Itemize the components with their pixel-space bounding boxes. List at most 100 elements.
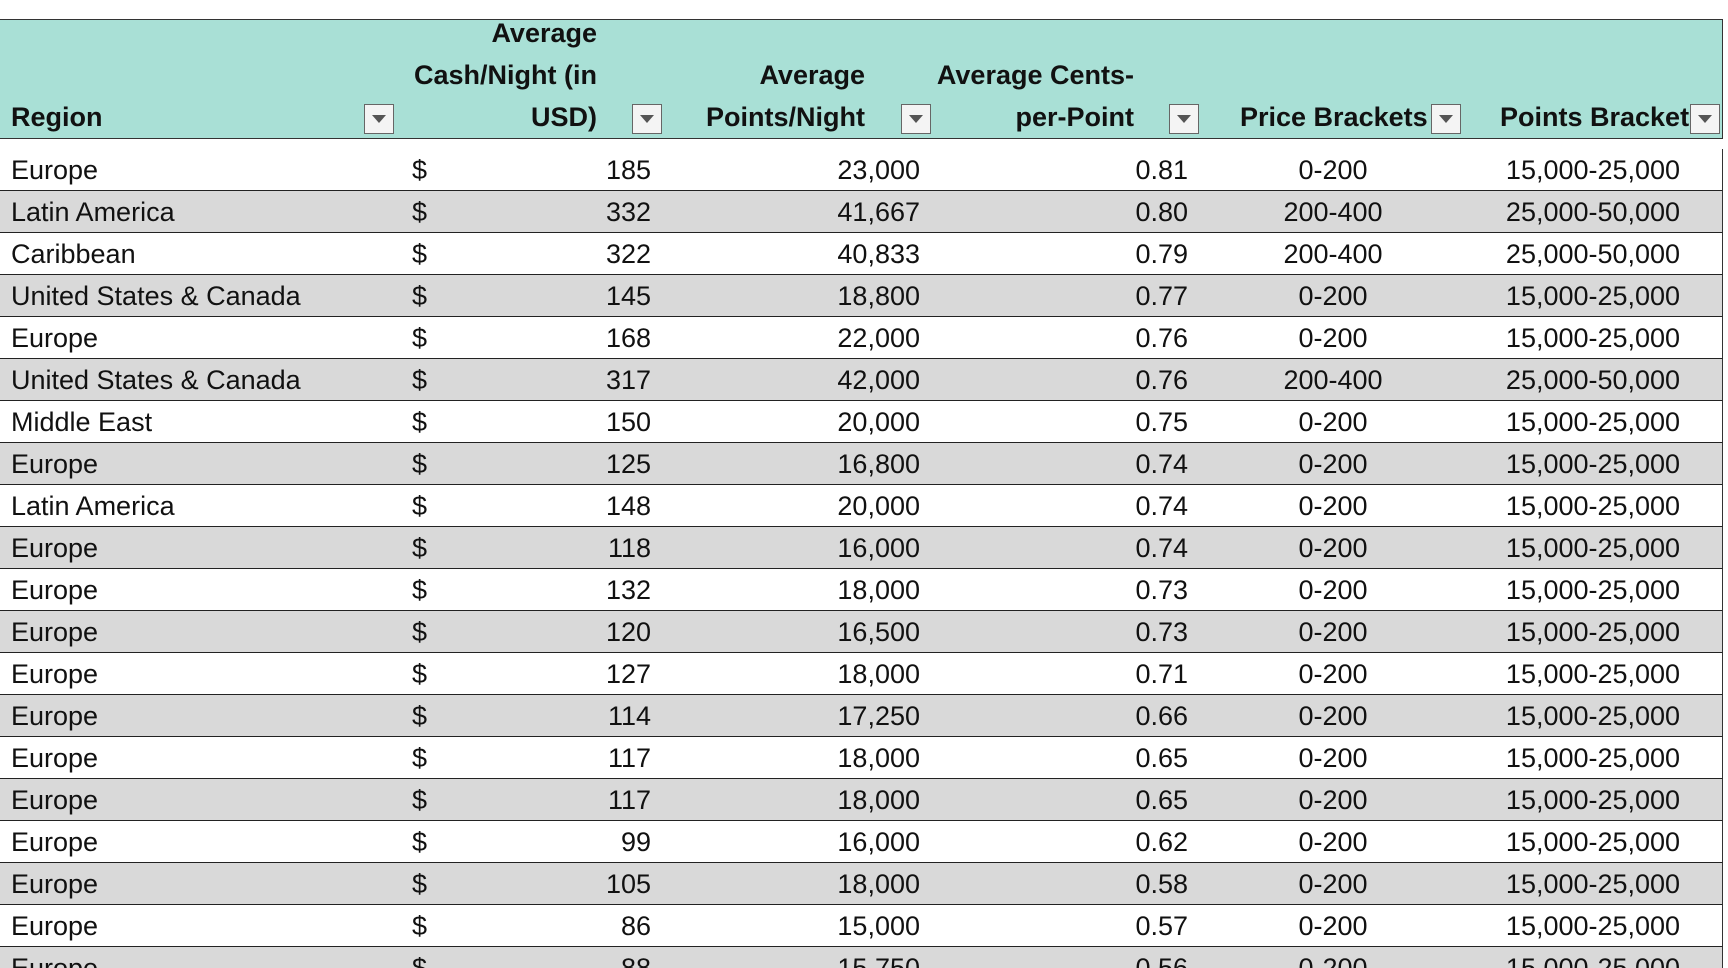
points: 16,800 [837,449,920,479]
currency: $ [412,407,428,437]
points: 18,000 [837,743,920,773]
region: Europe [11,701,99,731]
region: Europe [11,827,99,857]
points: 23,000 [837,155,920,185]
points-bracket: 15,000-25,000 [1505,449,1681,479]
points: 15,000 [837,911,920,941]
region: United States & Canada [11,365,301,395]
filter-button[interactable] [1169,104,1199,134]
price-bracket: 0-200 [1298,743,1368,773]
region: Europe [11,785,99,815]
currency: $ [412,155,428,185]
filter-button[interactable] [364,104,394,134]
table-row: Europe $120 16,500 0.73 0-200 15,000-25,000 [0,611,1723,653]
region: Europe [11,659,99,689]
currency: $ [412,197,428,227]
cash: 150 [605,407,651,437]
points-bracket: 15,000-25,000 [1505,575,1681,605]
currency: $ [412,365,428,395]
points-bracket: 15,000-25,000 [1505,491,1681,521]
points-bracket: 15,000-25,000 [1505,659,1681,689]
currency: $ [412,239,428,269]
currency: $ [412,575,428,605]
cash: 86 [620,911,651,941]
cents-per-point: 0.75 [1135,407,1188,437]
points: 22,000 [837,323,920,353]
region: Europe [11,953,99,968]
currency: $ [412,869,428,899]
cash: 118 [607,533,651,563]
points: 41,667 [837,197,920,227]
points: 18,000 [837,659,920,689]
currency: $ [412,491,428,521]
currency: $ [412,701,428,731]
currency: $ [412,281,428,311]
points-bracket: 15,000-25,000 [1505,281,1681,311]
cents-per-point: 0.73 [1135,575,1188,605]
table-row: Europe $127 18,000 0.71 0-200 15,000-25,000 [0,653,1723,695]
currency: $ [412,953,428,968]
table-row: Europe $118 16,000 0.74 0-200 15,000-25,000 [0,527,1723,569]
cash: 105 [605,869,651,899]
points: 20,000 [837,491,920,521]
currency: $ [412,743,428,773]
filter-button[interactable] [1690,104,1720,134]
cents-per-point: 0.66 [1135,701,1188,731]
points: 16,500 [837,617,920,647]
points-bracket: 15,000-25,000 [1505,155,1681,185]
price-bracket: 0-200 [1298,575,1368,605]
price-bracket: 0-200 [1298,659,1368,689]
table-row: Europe $105 18,000 0.58 0-200 15,000-25,000 [0,863,1723,905]
points-bracket: 15,000-25,000 [1505,911,1681,941]
points-bracket: 15,000-25,000 [1505,323,1681,353]
price-bracket: 0-200 [1298,491,1368,521]
region: Europe [11,323,99,353]
filter-button[interactable] [632,104,662,134]
cents-per-point: 0.73 [1135,617,1188,647]
filter-button[interactable] [1431,104,1461,134]
table-row: Europe $114 17,250 0.66 0-200 15,000-25,000 [0,695,1723,737]
region: Europe [11,575,99,605]
points-bracket: 15,000-25,000 [1505,785,1681,815]
cents-per-point: 0.81 [1135,155,1188,185]
points: 40,833 [837,239,920,269]
cents-per-point: 0.56 [1135,953,1188,968]
cents-per-point: 0.80 [1135,197,1188,227]
cash: 168 [605,323,651,353]
table-row: Latin America $148 20,000 0.74 0-200 15,000-2… [0,485,1723,527]
table-row: United States & Canada $145 18,800 0.77 0-20… [0,275,1723,317]
cents-per-point: 0.74 [1135,449,1188,479]
price-bracket: 0-200 [1298,407,1368,437]
cash: 317 [605,365,651,395]
price-bracket: 0-200 [1298,155,1368,185]
cash: 88 [620,953,651,968]
price-bracket: 0-200 [1298,953,1368,968]
price-bracket: 200-400 [1283,239,1383,269]
filter-button[interactable] [901,104,931,134]
cents-per-point: 0.71 [1135,659,1188,689]
region: Europe [11,911,99,941]
column-header: Average Cash/Night (in USD) [414,18,597,132]
region: Latin America [11,197,175,227]
region: Europe [11,617,99,647]
price-bracket: 0-200 [1298,449,1368,479]
points-bracket: 15,000-25,000 [1505,617,1681,647]
header-row: Region Average Cash/Night (in USD) Average… [0,18,1723,139]
region: United States & Canada [11,281,301,311]
table-row: Europe $185 23,000 0.81 0-200 15,000-25,000 [0,149,1723,191]
cash: 322 [605,239,651,269]
points-bracket: 15,000-25,000 [1505,827,1681,857]
table-row: Europe $86 15,000 0.57 0-200 15,000-25,000 [0,905,1723,947]
price-bracket: 0-200 [1298,533,1368,563]
points-bracket: 15,000-25,000 [1505,701,1681,731]
currency: $ [412,449,428,479]
cash: 114 [607,701,651,731]
points: 18,800 [837,281,920,311]
region: Caribbean [11,239,136,269]
cents-per-point: 0.57 [1135,911,1188,941]
cents-per-point: 0.76 [1135,323,1188,353]
table-row: Europe $125 16,800 0.74 0-200 15,000-25,000 [0,443,1723,485]
cents-per-point: 0.74 [1135,491,1188,521]
